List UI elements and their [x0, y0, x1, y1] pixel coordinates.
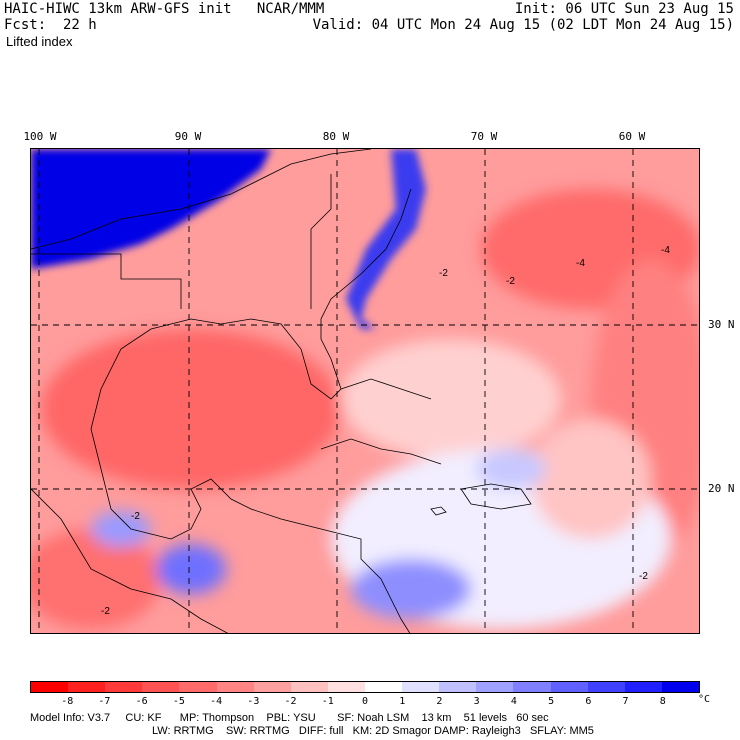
- valid-time: Valid: 04 UTC Mon 24 Aug 15 (02 LDT Mon …: [312, 17, 734, 33]
- map-canvas: -2 -2 -4 -4 -2 -2 -2: [31, 149, 699, 633]
- graticule: [31, 149, 699, 633]
- model-title: HAIC-HIWC 13km ARW-GFS init NCAR/MMM: [4, 1, 325, 17]
- colorbar-tick-label: -2: [284, 696, 297, 707]
- colorbar-swatch: [402, 682, 440, 692]
- colorbar-swatch: [179, 682, 217, 692]
- colorbar-tick-label: 6: [585, 696, 592, 707]
- lon-label-90w: 90 W: [174, 130, 202, 143]
- contour-label: -2: [101, 606, 110, 617]
- colorbar-swatch: [513, 682, 551, 692]
- colorbar-swatch: [105, 682, 143, 692]
- state-borders-west: [31, 253, 182, 309]
- gulf-instability: [41, 329, 341, 489]
- colorbar-swatch: [587, 682, 625, 692]
- colorbar-tick-label: 3: [473, 696, 480, 707]
- colorbar-tick-label: -7: [98, 696, 111, 707]
- colorbar-unit: °C: [697, 694, 711, 705]
- contour-label: -2: [439, 268, 448, 279]
- colorbar-tick-label: 5: [548, 696, 555, 707]
- colorbar-tick-label: -4: [210, 696, 223, 707]
- bahamas-light: [341, 339, 561, 459]
- central-america-stable: [156, 544, 226, 594]
- contour-label: -2: [506, 276, 515, 287]
- init-time: Init: 06 UTC Sun 23 Aug 15: [514, 1, 734, 17]
- lifted-index-map: -2 -2 -4 -4 -2 -2 -2: [30, 148, 700, 634]
- colorbar-tick-label: 4: [510, 696, 517, 707]
- contour-label: -4: [576, 258, 585, 269]
- colorbar-swatch: [253, 682, 291, 692]
- hispaniola-outline: [460, 483, 532, 510]
- colorbar-tick-label: 0: [361, 696, 369, 707]
- model-info-line1: Model Info: V3.7 CU: KF MP: Thompson PBL…: [30, 712, 549, 724]
- east-light: [531, 419, 651, 539]
- lon-label-80w: 80 W: [322, 130, 350, 143]
- caribbean-stable: [351, 559, 471, 619]
- east-coast-stable-band: [346, 149, 426, 329]
- gulf-coastline: [90, 188, 412, 633]
- lat-label-20n: 20 N: [708, 482, 735, 495]
- lon-label-60w: 60 W: [618, 130, 646, 143]
- colorbar-tick-label: 2: [436, 696, 443, 707]
- model-info-line2: LW: RRTMG SW: RRTMG DIFF: full KM: 2D Sm…: [152, 725, 594, 737]
- cuba-outline: [320, 438, 442, 465]
- contour-label: -4: [661, 245, 670, 256]
- pacific-coastline: [31, 488, 229, 633]
- colorbar-tick-label: -1: [321, 696, 334, 707]
- state-borders-east: [310, 174, 332, 309]
- colorbar-tick-label: 1: [399, 696, 406, 707]
- colorbar-tick-label: -6: [135, 696, 148, 707]
- colorbar-swatch: [439, 682, 477, 692]
- north-stable-region: [31, 149, 271, 269]
- us-canada-border: [31, 149, 372, 250]
- colorbar: [30, 681, 700, 693]
- hispaniola-stable: [476, 449, 546, 489]
- colorbar-swatch: [661, 682, 699, 692]
- colorbar-swatch: [364, 682, 403, 692]
- lon-label-100w: 100 W: [23, 130, 57, 143]
- contour-label: -2: [131, 511, 140, 522]
- colorbar-tick-label: -3: [247, 696, 260, 707]
- colorbar-swatch: [68, 682, 106, 692]
- colorbar-tick-label: -8: [61, 696, 74, 707]
- lat-label-30n: 30 N: [708, 318, 735, 331]
- jamaica-outline: [430, 506, 447, 516]
- colorbar-swatch: [550, 682, 588, 692]
- colorbar-tick-label: -5: [172, 696, 185, 707]
- lon-label-70w: 70 W: [470, 130, 498, 143]
- bahamas-outline: [340, 378, 432, 400]
- colorbar-swatch: [31, 682, 69, 692]
- forecast-hour: Fcst: 22 h: [4, 17, 97, 33]
- colorbar-swatch: [327, 682, 365, 692]
- contour-label: -2: [639, 571, 648, 582]
- coastlines: [31, 149, 532, 633]
- colorbar-swatch: [142, 682, 180, 692]
- colorbar-swatch: [476, 682, 514, 692]
- mexico-stable: [91, 511, 151, 547]
- colorbar-swatch: [216, 682, 254, 692]
- field-name: Lifted index: [6, 34, 73, 49]
- colorbar-swatch: [290, 682, 328, 692]
- colorbar-swatch: [624, 682, 662, 692]
- pacific-instability: [31, 529, 161, 629]
- colorbar-tick-label: 7: [622, 696, 629, 707]
- colorbar-tick-label: 8: [659, 696, 666, 707]
